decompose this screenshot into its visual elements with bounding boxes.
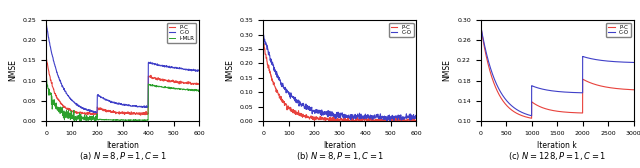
Line: C-O: C-O — [264, 35, 417, 121]
C-O — [112, 102, 120, 104]
P-C — [260, 44, 268, 46]
C-O — [329, 113, 337, 115]
C-O — [145, 61, 152, 63]
P-C — [330, 118, 337, 120]
C-O — [536, 87, 543, 89]
Line: C-O: C-O — [481, 25, 634, 116]
P-C — [70, 110, 77, 112]
Title: (a) $N = 8, P = 1, C = 1$: (a) $N = 8, P = 1, C = 1$ — [79, 150, 166, 162]
I-MLR — [132, 119, 140, 121]
P-C — [132, 112, 140, 114]
P-C — [503, 105, 511, 107]
C-O — [630, 61, 637, 64]
P-C — [362, 118, 370, 120]
C-O — [93, 112, 100, 114]
Line: C-O: C-O — [46, 24, 199, 113]
Y-axis label: NMSE: NMSE — [225, 60, 234, 81]
P-C — [287, 110, 295, 112]
Line: I-MLR: I-MLR — [46, 75, 199, 121]
P-C — [325, 120, 333, 122]
P-C — [111, 111, 119, 113]
I-MLR — [195, 89, 203, 91]
P-C — [375, 119, 383, 121]
Legend: P-C, C-O, I-MLR: P-C, C-O, I-MLR — [167, 23, 196, 43]
C-O — [350, 118, 358, 120]
Y-axis label: NMSE: NMSE — [8, 60, 17, 81]
C-O — [477, 24, 484, 26]
C-O — [132, 105, 140, 107]
P-C — [627, 89, 634, 91]
P-C — [300, 115, 307, 117]
C-O — [528, 115, 536, 117]
C-O — [383, 120, 391, 122]
X-axis label: Iteration: Iteration — [106, 141, 139, 150]
I-MLR — [140, 120, 148, 122]
C-O — [82, 108, 90, 110]
I-MLR — [145, 83, 152, 85]
P-C — [630, 89, 637, 91]
Legend: P-C, C-O: P-C, C-O — [389, 23, 413, 37]
I-MLR — [157, 85, 165, 87]
P-C — [42, 58, 50, 60]
I-MLR — [82, 116, 90, 118]
Line: P-C: P-C — [46, 59, 199, 115]
P-C — [413, 119, 420, 121]
Title: (b) $N = 8, P = 1, C = 1$: (b) $N = 8, P = 1, C = 1$ — [296, 150, 384, 162]
C-O — [287, 95, 294, 97]
P-C — [542, 108, 550, 110]
C-O — [42, 23, 50, 25]
C-O — [611, 61, 618, 63]
I-MLR — [42, 74, 50, 76]
C-O — [157, 65, 165, 67]
P-C — [195, 83, 203, 85]
I-MLR — [111, 119, 119, 121]
Line: P-C: P-C — [481, 25, 634, 118]
C-O — [70, 101, 77, 103]
C-O — [494, 86, 502, 88]
P-C — [494, 92, 502, 94]
C-O — [260, 34, 268, 36]
P-C — [145, 75, 152, 77]
C-O — [195, 70, 203, 72]
P-C — [477, 24, 484, 26]
C-O — [299, 104, 307, 106]
P-C — [536, 105, 543, 107]
P-C — [611, 87, 618, 89]
C-O — [542, 89, 550, 91]
P-C — [528, 117, 536, 119]
P-C — [350, 120, 358, 122]
C-O — [503, 100, 511, 102]
P-C — [157, 78, 165, 80]
C-O — [413, 116, 420, 118]
Y-axis label: NMSE: NMSE — [442, 60, 451, 81]
P-C — [82, 112, 90, 114]
X-axis label: Iteration k: Iteration k — [537, 141, 577, 150]
Line: P-C: P-C — [264, 44, 417, 121]
I-MLR — [70, 118, 77, 120]
P-C — [260, 43, 268, 45]
C-O — [627, 61, 634, 63]
Title: (c) $N = 128, P = 1, C = 1$: (c) $N = 128, P = 1, C = 1$ — [508, 150, 606, 162]
C-O — [362, 115, 369, 117]
P-C — [137, 114, 145, 116]
C-O — [375, 116, 383, 118]
Legend: P-C, C-O: P-C, C-O — [606, 23, 631, 37]
X-axis label: Iteration: Iteration — [323, 141, 356, 150]
